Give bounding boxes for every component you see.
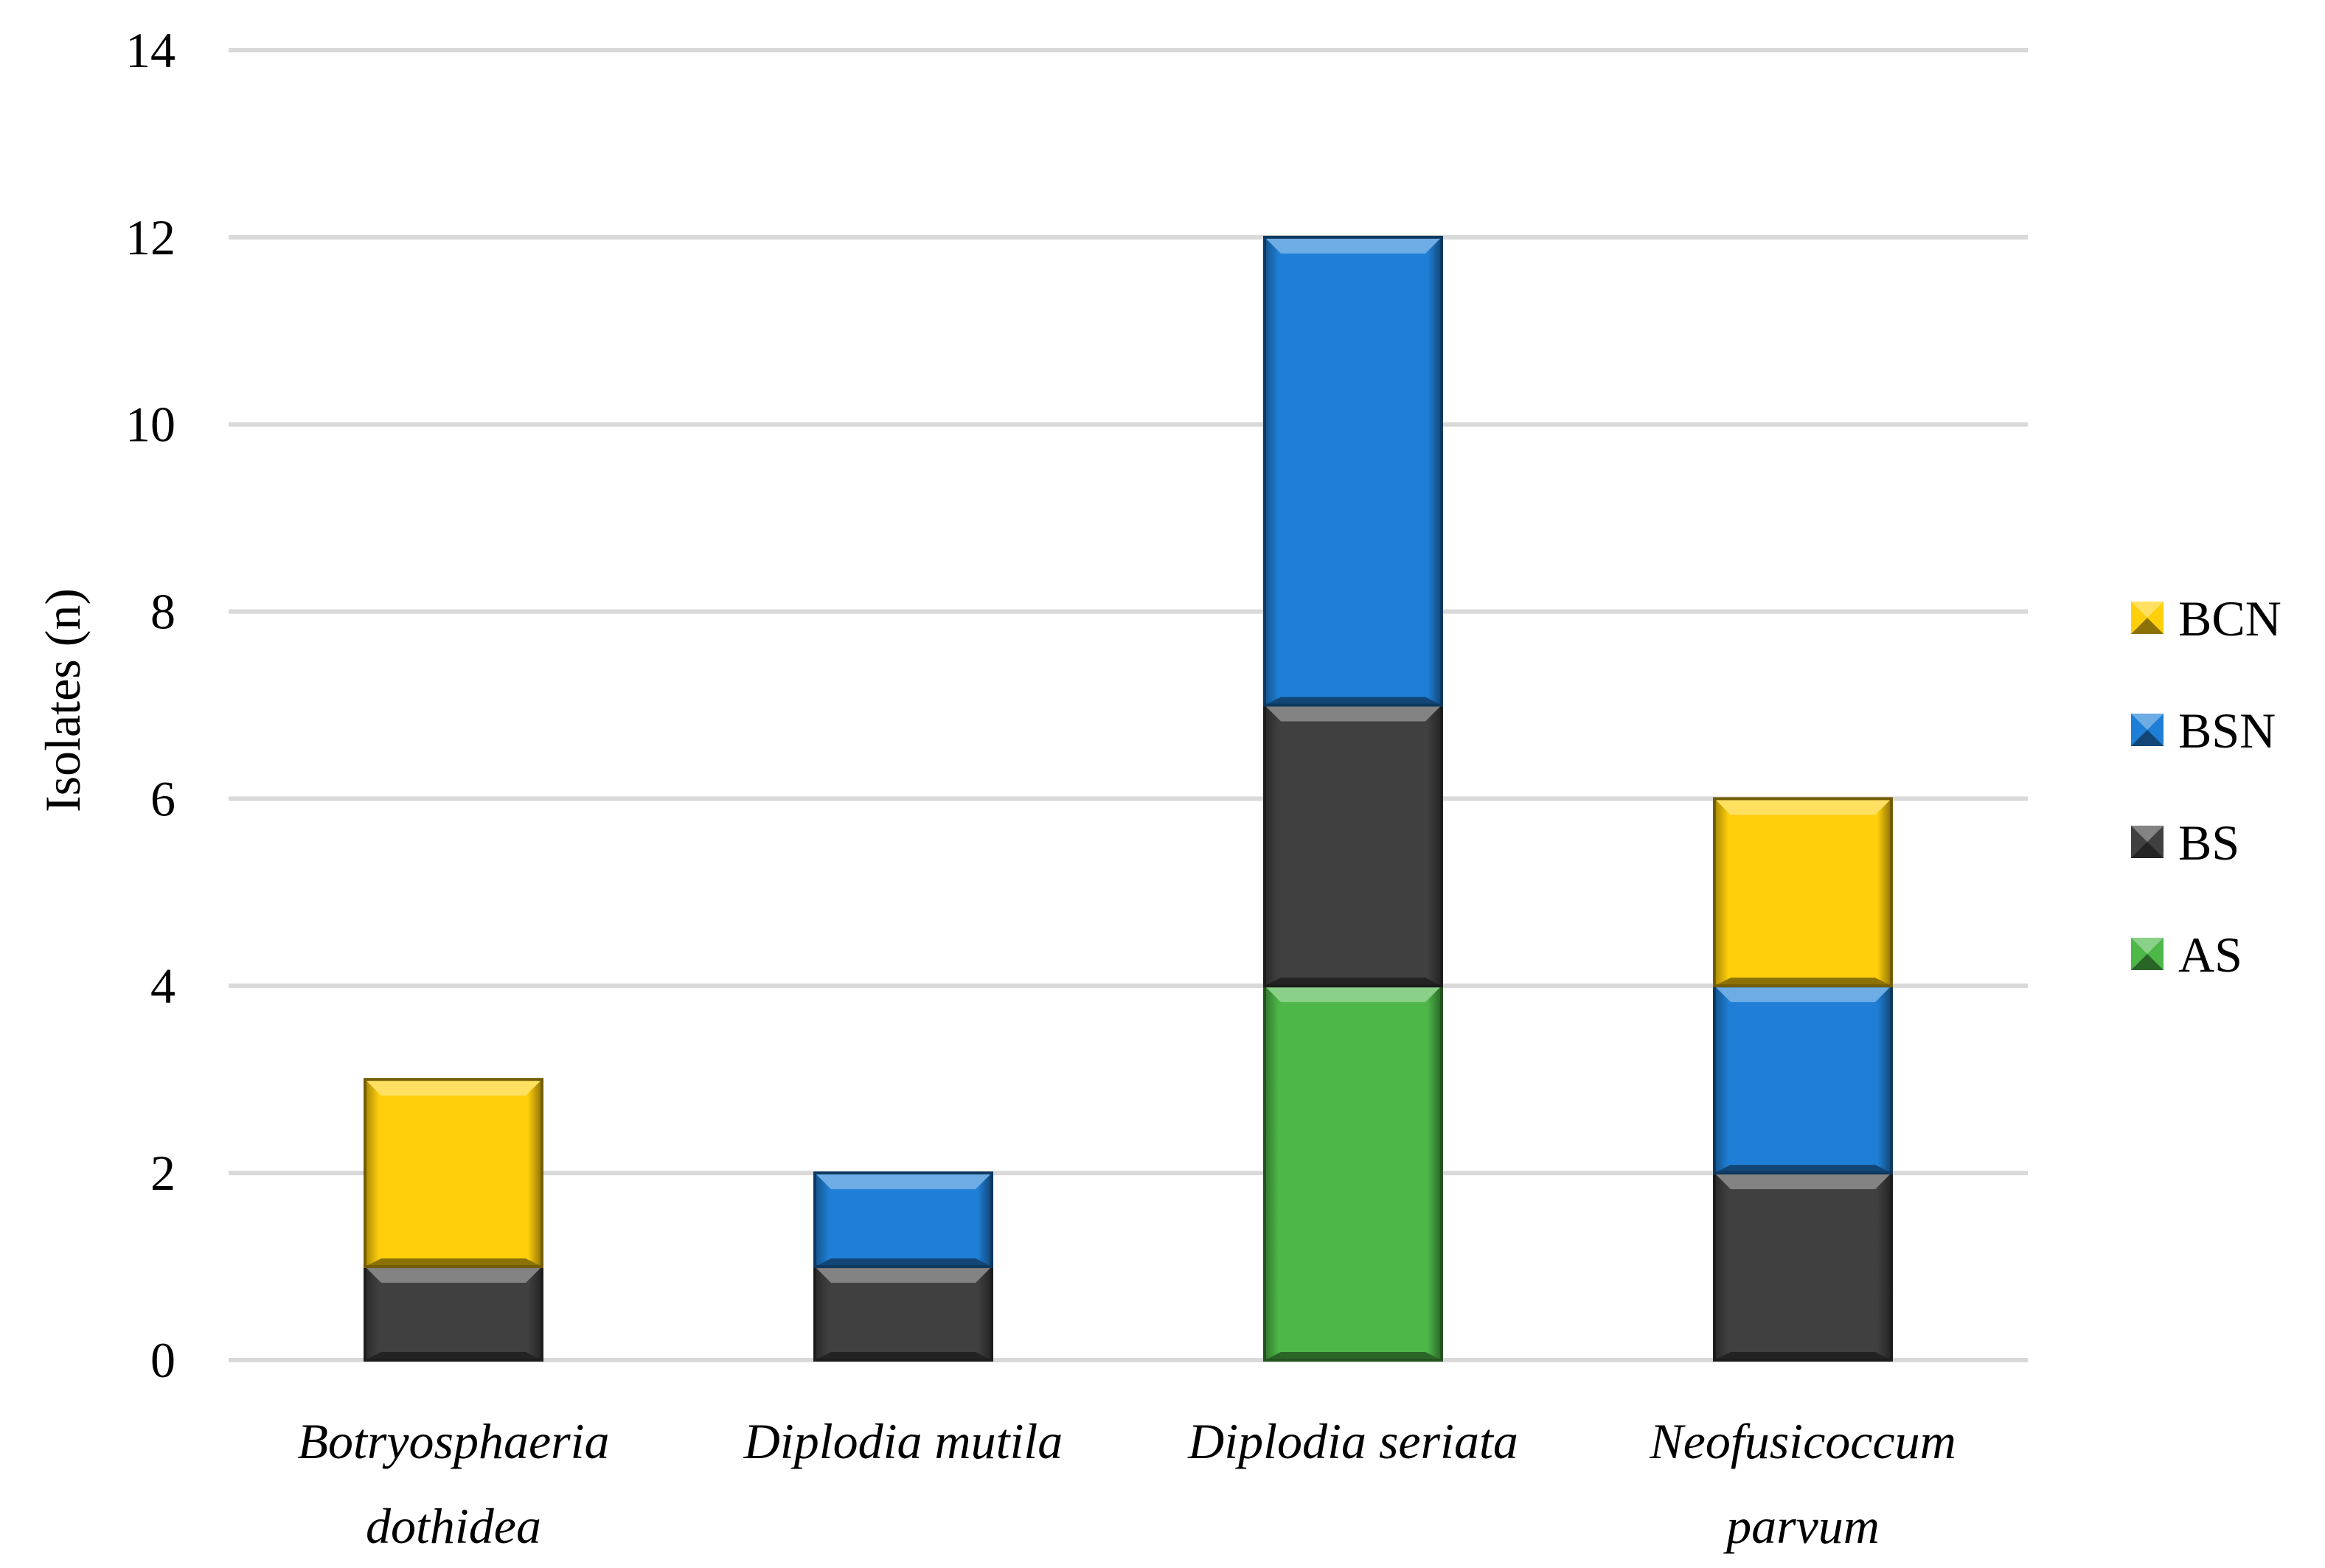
legend-swatch-shadow: [2131, 954, 2164, 970]
bar-bevel-top: [1265, 237, 1442, 254]
bar-bevel-side: [365, 1079, 542, 1267]
legend-swatch-shadow: [2131, 730, 2164, 746]
y-tick-label: 6: [150, 770, 175, 826]
x-axis-category-labels: Botryosphaeria dothidea Diplodia mutila Dip…: [297, 1413, 1956, 1554]
legend-swatch-shadow: [2131, 842, 2164, 858]
bar-segment-bs: [1263, 703, 1443, 988]
bar-segment-as: [1263, 984, 1443, 1362]
bar-outline: [1263, 235, 1443, 707]
bar-bevel-bottom: [1265, 1352, 1442, 1360]
bar-bevel-top: [1714, 1173, 1891, 1190]
bar-bevel-top: [815, 1266, 992, 1283]
legend-swatch-bevel: [2131, 714, 2164, 730]
y-axis-tick-labels: 0 2 4 6 8 10 12 14: [125, 22, 175, 1388]
x-category-label: Neofusicoccum: [1649, 1413, 1956, 1469]
bar-bevel-bottom: [1265, 978, 1442, 986]
bar-bevel-top: [365, 1266, 542, 1283]
x-category-label: parvum: [1723, 1498, 1880, 1554]
legend-label: BCN: [2178, 590, 2281, 647]
y-tick-label: 2: [150, 1145, 175, 1201]
legend-item-bcn: BCN: [2131, 590, 2281, 647]
bar-segment-bsn: [1263, 235, 1443, 707]
bar-bevel-bottom: [815, 1258, 992, 1267]
legend-swatch-bevel: [2131, 938, 2164, 954]
legend-item-as: AS: [2131, 927, 2242, 983]
y-tick-label: 12: [125, 209, 175, 265]
bar-bevel-side: [1265, 986, 1442, 1360]
x-category-label: Diplodia seriata: [1187, 1413, 1518, 1469]
bar-outline: [1713, 797, 1893, 988]
legend-swatch-bevel: [2131, 602, 2164, 618]
legend-swatch-shadow: [2131, 618, 2164, 634]
bar-bevel-bottom: [365, 1352, 542, 1360]
x-category-label: Diplodia mutila: [743, 1413, 1063, 1469]
x-category-label: Botryosphaeria: [297, 1413, 609, 1469]
bars: [364, 235, 1893, 1362]
bar-segment-bsn: [1713, 984, 1893, 1175]
bar-segment-bs: [1713, 1171, 1893, 1362]
y-tick-label: 10: [125, 397, 175, 453]
legend-label: AS: [2178, 927, 2242, 983]
bar-outline: [813, 1171, 993, 1269]
bar-bevel-side: [1714, 1173, 1891, 1360]
bar-bevel-top: [1265, 705, 1442, 722]
y-tick-label: 14: [125, 22, 175, 78]
legend-swatch-bevel: [2131, 826, 2164, 842]
y-tick-label: 4: [150, 958, 175, 1014]
bar-segment-bs: [364, 1265, 543, 1362]
bar-bevel-bottom: [1714, 978, 1891, 986]
legend-item-bsn: BSN: [2131, 703, 2276, 759]
bar-bevel-side: [1265, 705, 1442, 986]
x-category-label: dothidea: [366, 1498, 541, 1554]
bar-bevel-side: [1265, 237, 1442, 705]
bar-bevel-top: [365, 1079, 542, 1096]
legend-item-bs: BS: [2131, 815, 2239, 871]
y-tick-label: 8: [150, 584, 175, 640]
bar-segment-bs: [813, 1265, 993, 1362]
legend-label: BSN: [2178, 703, 2276, 759]
y-tick-label: 0: [150, 1332, 175, 1388]
bar-bevel-side: [1714, 798, 1891, 986]
bar-bevel-bottom: [365, 1258, 542, 1267]
bar-bevel-side: [1714, 986, 1891, 1174]
bar-segment-bcn: [364, 1078, 543, 1269]
y-axis-title: Isolates (n): [35, 588, 91, 812]
bar-bevel-bottom: [1714, 1165, 1891, 1174]
bar-bevel-top: [815, 1173, 992, 1190]
bar-segment-bsn: [813, 1171, 993, 1269]
bar-bevel-top: [1265, 986, 1442, 1003]
bar-segment-bcn: [1713, 797, 1893, 988]
bar-bevel-top: [1714, 798, 1891, 815]
bar-bevel-bottom: [815, 1352, 992, 1360]
bar-outline: [364, 1078, 543, 1269]
bar-bevel-bottom: [1265, 697, 1442, 705]
bar-bevel-top: [1714, 986, 1891, 1003]
bar-bevel-bottom: [1714, 1352, 1891, 1360]
legend-label: BS: [2178, 815, 2239, 871]
legend: BCN BSN BS AS: [2131, 590, 2281, 983]
